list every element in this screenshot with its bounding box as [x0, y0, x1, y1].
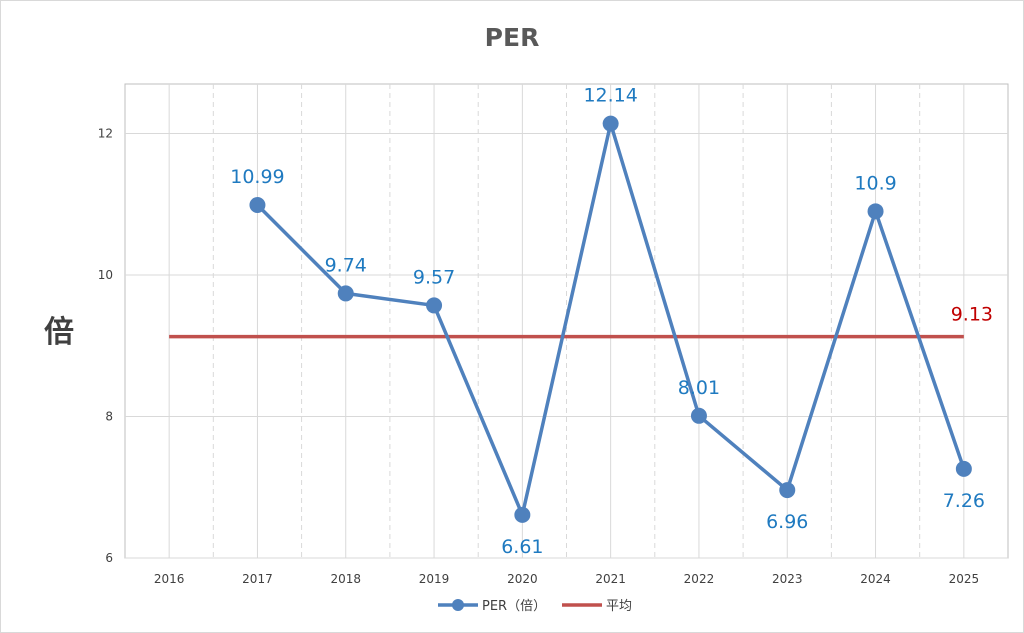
- per-data-point: [955, 460, 972, 477]
- y-tick-label: 6: [105, 551, 113, 565]
- series-layer: [169, 115, 972, 523]
- data-label-layer: 9.13 10.99 9.74 9.57 6.61 12.14 8.01 6.96 10.9 7.…: [230, 85, 993, 558]
- x-tick-label: 2019: [419, 572, 450, 586]
- per-data-point: [602, 115, 619, 132]
- x-tick-label: 2021: [595, 572, 626, 586]
- y-tick-label: 8: [105, 410, 113, 424]
- x-tick-label: 2023: [772, 572, 803, 586]
- per-data-point: [514, 506, 531, 523]
- per-data-label: 10.9: [854, 172, 896, 194]
- per-data-point: [867, 203, 884, 220]
- x-tick-layer: 2016 2017 2018 2019 2020 2021 2022 2023 2024 2025: [154, 572, 979, 586]
- x-tick-label: 2024: [860, 572, 891, 586]
- per-data-label: 6.61: [501, 536, 543, 558]
- y-tick-label: 10: [98, 268, 113, 282]
- per-data-label: 9.57: [413, 266, 455, 288]
- per-data-label: 9.74: [325, 254, 367, 276]
- per-data-label: 7.26: [943, 490, 985, 512]
- x-tick-label: 2017: [242, 572, 273, 586]
- per-data-point: [337, 285, 354, 302]
- x-tick-label: 2016: [154, 572, 185, 586]
- legend-avg-label: 平均: [606, 599, 632, 614]
- per-data-point: [690, 407, 707, 424]
- legend-per-label: PER（倍）: [482, 599, 546, 614]
- x-tick-label: 2025: [949, 572, 980, 586]
- average-label: 9.13: [951, 304, 993, 326]
- per-data-point: [779, 482, 796, 499]
- chart-title: PER: [485, 23, 540, 52]
- per-data-point: [426, 297, 443, 314]
- per-data-label: 8.01: [678, 377, 720, 399]
- y-tick-label: 12: [98, 127, 113, 141]
- per-data-point: [249, 196, 266, 213]
- per-data-label: 10.99: [230, 166, 284, 188]
- y-axis-label: 倍: [44, 315, 74, 350]
- per-data-label: 12.14: [583, 85, 637, 107]
- legend-per-marker: [452, 599, 464, 611]
- x-tick-label: 2018: [330, 572, 361, 586]
- per-data-label: 6.96: [766, 511, 808, 533]
- x-tick-label: 2020: [507, 572, 538, 586]
- y-tick-layer: 6 8 10 12: [98, 127, 113, 565]
- legend: PER（倍） 平均: [438, 599, 632, 614]
- x-tick-label: 2022: [684, 572, 715, 586]
